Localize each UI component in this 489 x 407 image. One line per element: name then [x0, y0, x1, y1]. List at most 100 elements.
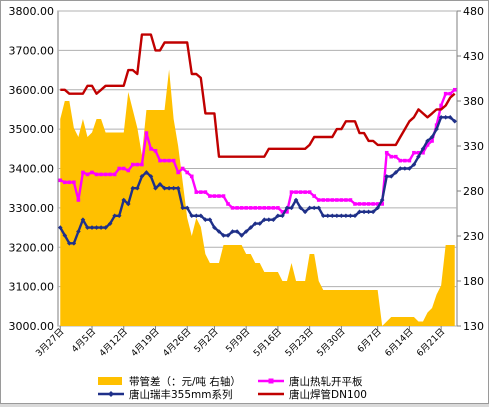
data-point-square — [452, 87, 457, 92]
x-tick-label: 4月5日 — [70, 326, 99, 355]
data-point-square — [267, 206, 271, 210]
data-point-diamond — [429, 134, 435, 140]
data-point-diamond — [352, 213, 358, 219]
data-point-diamond — [302, 209, 308, 215]
data-point-diamond — [180, 205, 185, 211]
area-layer — [60, 69, 455, 326]
data-point-diamond — [252, 221, 258, 226]
data-point-diamond — [116, 213, 122, 219]
data-point-square — [348, 198, 353, 202]
area-series-band-diff — [60, 69, 455, 326]
data-point-square — [199, 190, 203, 194]
data-point-square — [108, 172, 112, 177]
data-point-square — [230, 206, 235, 210]
data-point-diamond — [144, 170, 149, 175]
data-point-diamond — [234, 229, 240, 234]
data-point-diamond — [443, 115, 448, 120]
data-point-square — [362, 202, 366, 206]
right-tick-label: 330 — [463, 140, 484, 153]
data-point-diamond — [207, 217, 213, 222]
data-point-diamond — [243, 229, 249, 234]
series-hot-rolled-plate — [59, 88, 456, 214]
data-point-diamond — [330, 213, 335, 219]
data-point-square — [398, 158, 403, 163]
data-point-square — [325, 198, 330, 202]
data-point-square — [339, 198, 344, 202]
legend-marker-square — [268, 378, 274, 384]
data-point-square — [221, 194, 226, 198]
left-tick-label: 3500.00 — [9, 123, 55, 136]
data-point-square — [439, 103, 443, 108]
data-point-square — [434, 123, 439, 127]
data-point-square — [217, 194, 221, 198]
right-tick-label: 230 — [463, 230, 484, 243]
data-point-diamond — [370, 209, 376, 215]
data-point-square — [85, 172, 90, 177]
data-point-square — [257, 206, 262, 210]
data-point-diamond — [284, 205, 290, 211]
data-point-square — [180, 166, 185, 171]
data-point-square — [212, 194, 217, 198]
data-point-diamond — [384, 174, 390, 179]
data-point-diamond — [388, 174, 394, 179]
x-tick-label: 5月16日 — [251, 326, 284, 359]
data-point-diamond — [289, 205, 294, 211]
data-point-diamond — [334, 213, 340, 219]
data-point-diamond — [425, 138, 430, 144]
data-point-diamond — [121, 197, 127, 203]
data-point-diamond — [447, 115, 453, 120]
data-point-square — [244, 206, 248, 210]
data-point-square — [353, 202, 357, 206]
data-point-square — [384, 150, 389, 155]
data-point-diamond — [271, 217, 276, 222]
data-point-square — [285, 210, 289, 214]
data-point-diamond — [420, 146, 426, 152]
data-point-square — [448, 91, 452, 96]
legend-marker-diamond — [108, 391, 114, 397]
data-point-diamond — [89, 225, 95, 230]
left-tick-label: 3600.00 — [9, 84, 55, 97]
data-point-diamond — [76, 229, 81, 234]
data-point-square — [162, 158, 167, 163]
data-point-square — [403, 158, 407, 163]
right-tick-label: 430 — [463, 50, 484, 63]
data-point-diamond — [135, 185, 140, 191]
data-point-diamond — [293, 197, 299, 203]
data-point-diamond — [348, 213, 353, 219]
data-point-diamond — [262, 217, 267, 222]
data-point-square — [203, 190, 208, 194]
data-point-square — [371, 202, 375, 206]
data-point-square — [239, 206, 244, 210]
left-tick-label: 3200.00 — [9, 241, 55, 254]
left-tick-label: 3800.00 — [9, 5, 55, 18]
x-tick-label: 5月2日 — [192, 326, 221, 355]
data-point-diamond — [361, 209, 367, 215]
data-point-diamond — [311, 205, 317, 211]
data-point-diamond — [80, 217, 86, 222]
legend-swatch-area — [98, 377, 122, 385]
data-point-square — [289, 190, 294, 194]
data-point-square — [271, 206, 276, 210]
data-point-diamond — [67, 241, 72, 246]
data-point-diamond — [307, 205, 312, 211]
data-point-square — [185, 170, 190, 175]
data-point-diamond — [157, 181, 163, 187]
data-point-diamond — [148, 174, 154, 179]
data-point-diamond — [193, 213, 199, 219]
data-point-diamond — [57, 225, 63, 230]
data-point-square — [67, 180, 72, 185]
data-point-diamond — [402, 166, 408, 171]
data-point-square — [412, 150, 416, 155]
data-point-square — [226, 202, 230, 206]
data-point-diamond — [357, 209, 362, 215]
data-point-square — [81, 170, 85, 175]
data-point-diamond — [438, 115, 444, 120]
data-point-square — [344, 198, 348, 202]
data-point-square — [375, 202, 380, 206]
data-point-diamond — [103, 225, 108, 230]
data-point-diamond — [139, 174, 145, 179]
data-point-diamond — [407, 166, 412, 171]
data-point-diamond — [280, 213, 285, 219]
x-tick-label: 5月30日 — [315, 326, 348, 359]
